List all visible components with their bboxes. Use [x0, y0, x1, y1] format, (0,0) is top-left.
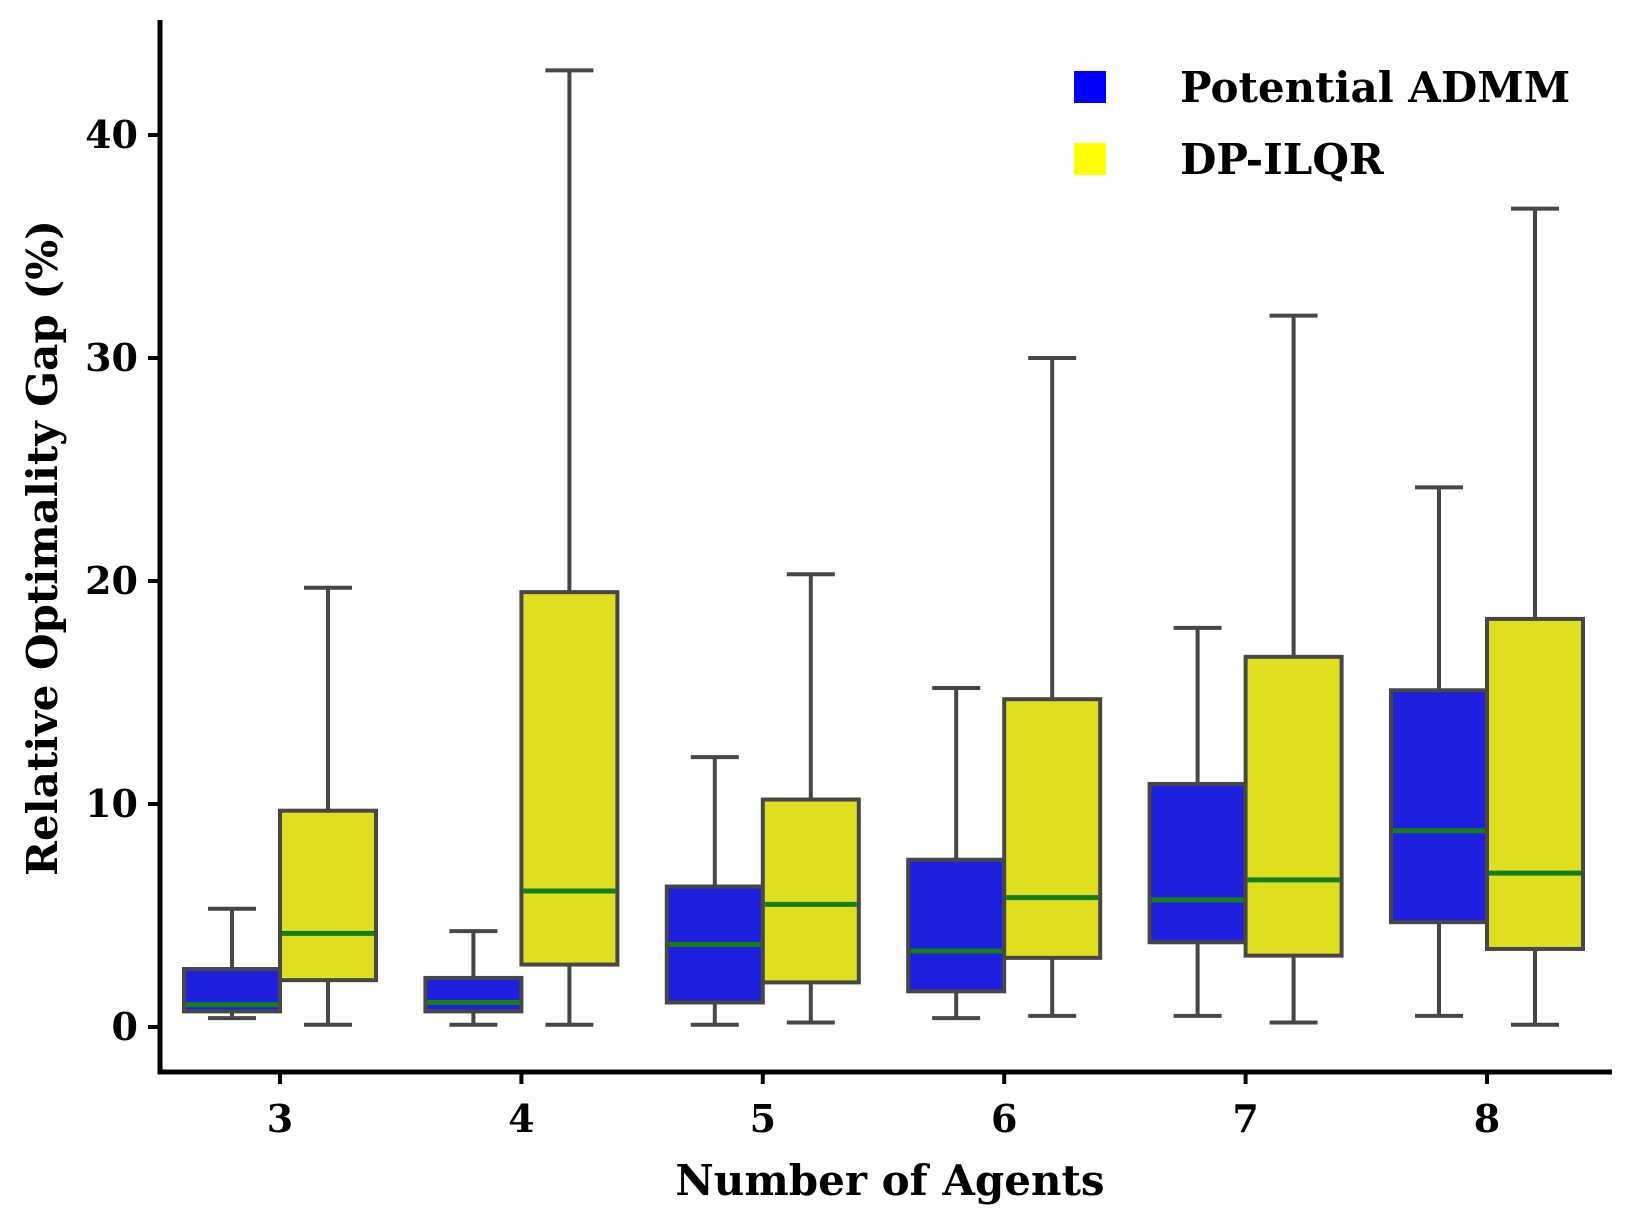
box-iqr	[1147, 781, 1248, 945]
legend-swatch	[1074, 143, 1106, 175]
box-group	[664, 755, 765, 1027]
box-iqr	[278, 808, 378, 983]
box-group	[760, 572, 861, 1025]
axes-layer: 0 10 20 30 40 3 4 5 6 7 8	[85, 20, 1612, 1141]
box-group	[519, 68, 620, 1027]
legend-label: Potential ADMM	[1180, 63, 1570, 112]
box-iqr	[1002, 697, 1103, 960]
box-group	[182, 906, 282, 1021]
box-group	[906, 686, 1007, 1021]
x-tick-label: 8	[1474, 1096, 1500, 1141]
x-tick-label: 4	[508, 1096, 534, 1141]
box-group	[1389, 485, 1489, 1018]
box-group	[1243, 313, 1344, 1025]
box-iqr	[906, 857, 1007, 994]
y-tick-label: 30	[85, 335, 138, 380]
x-tick-label: 3	[267, 1096, 293, 1141]
box-group	[423, 929, 524, 1027]
legend-swatch	[1074, 71, 1106, 103]
box-iqr	[519, 590, 620, 967]
box-group	[278, 585, 378, 1027]
box-iqr	[1389, 688, 1489, 925]
x-tick-label: 5	[750, 1096, 776, 1141]
y-tick-label: 40	[85, 112, 138, 157]
x-axis-title: Number of Agents	[675, 1156, 1104, 1205]
box-iqr	[423, 975, 524, 1014]
box-iqr	[1243, 654, 1344, 958]
box-group	[1485, 206, 1585, 1027]
y-tick-label: 10	[85, 781, 138, 826]
box-iqr	[1485, 616, 1585, 951]
legend-label: DP-ILQR	[1180, 135, 1385, 184]
boxes-layer	[182, 68, 1585, 1027]
legend: Potential ADMM DP-ILQR	[1074, 63, 1570, 184]
y-axis-title: Relative Optimality Gap (%)	[18, 220, 67, 876]
box-group	[1147, 625, 1248, 1018]
y-tick-label: 20	[85, 558, 138, 603]
x-tick-label: 6	[991, 1096, 1017, 1141]
x-tick-label: 7	[1232, 1096, 1258, 1141]
box-group	[1002, 356, 1103, 1018]
box-iqr	[760, 797, 861, 985]
y-tick-label: 0	[112, 1004, 138, 1049]
